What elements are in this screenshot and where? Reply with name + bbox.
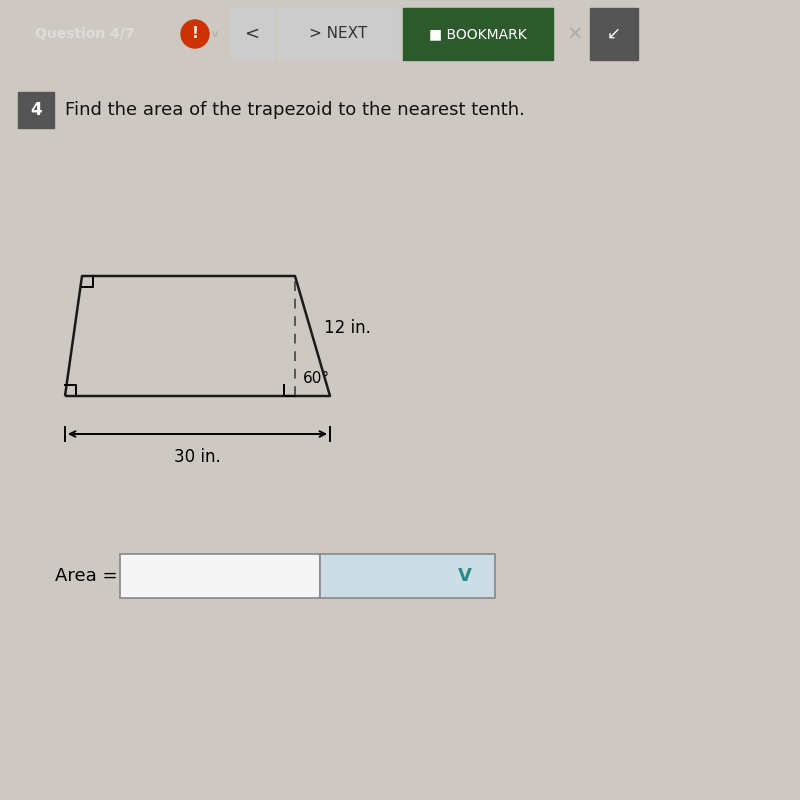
Text: v: v xyxy=(212,29,218,39)
Bar xyxy=(278,8,398,60)
Text: ↙: ↙ xyxy=(607,25,621,43)
Text: 4: 4 xyxy=(30,101,42,119)
Text: <: < xyxy=(245,25,259,43)
Text: ■ BOOKMARK: ■ BOOKMARK xyxy=(429,27,527,41)
Text: !: ! xyxy=(191,26,198,42)
Text: V: V xyxy=(458,567,472,585)
Text: > NEXT: > NEXT xyxy=(309,26,367,42)
Bar xyxy=(230,8,274,60)
Bar xyxy=(320,554,495,598)
Bar xyxy=(120,554,320,598)
Bar xyxy=(18,92,54,128)
Text: 60°: 60° xyxy=(303,371,330,386)
Text: 12 in.: 12 in. xyxy=(325,319,371,337)
Text: 30 in.: 30 in. xyxy=(174,448,221,466)
Bar xyxy=(403,8,553,60)
Text: Question 4/7: Question 4/7 xyxy=(35,27,135,41)
Text: ×: × xyxy=(567,25,583,43)
Bar xyxy=(590,8,638,60)
Text: Area =: Area = xyxy=(55,567,118,585)
Text: Find the area of the trapezoid to the nearest tenth.: Find the area of the trapezoid to the ne… xyxy=(65,101,525,119)
Circle shape xyxy=(181,20,209,48)
